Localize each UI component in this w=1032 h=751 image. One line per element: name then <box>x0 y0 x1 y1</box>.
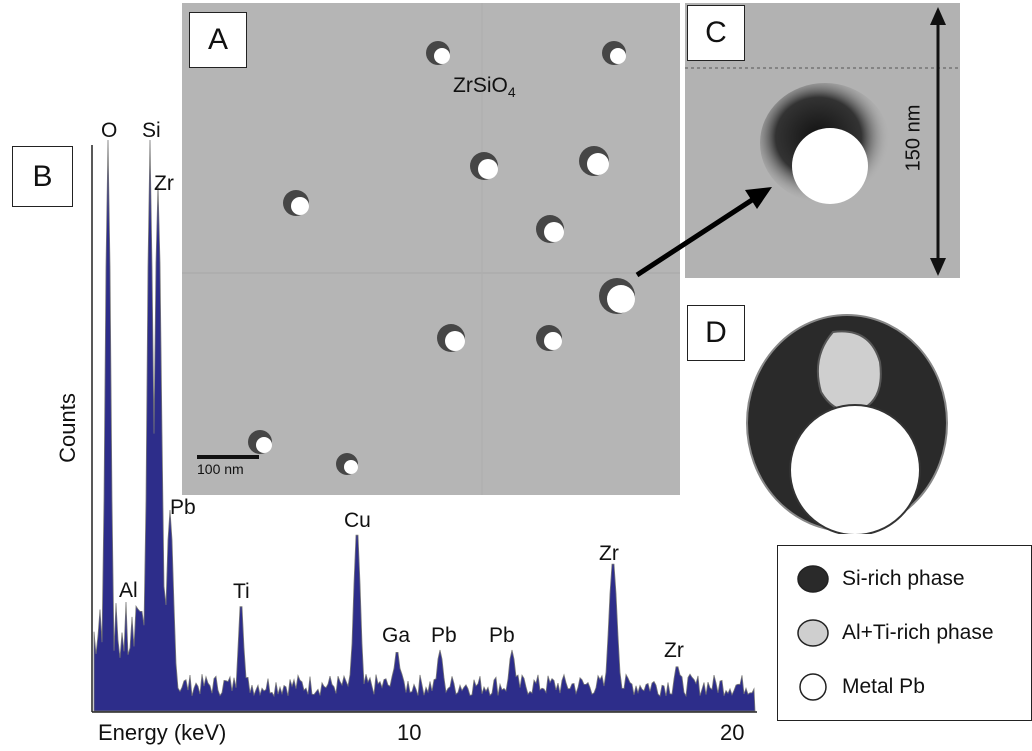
peak-label-ga: Ga <box>382 624 411 647</box>
legend-item-si-rich: Si-rich phase <box>796 564 965 594</box>
detail-scale-label: 150 nm <box>902 104 925 172</box>
particle <box>610 48 626 64</box>
particle <box>587 153 609 175</box>
peak-label-ti: Ti <box>233 580 250 603</box>
scale-bar-label: 100 nm <box>197 461 244 477</box>
panel-label-a: A <box>189 12 247 68</box>
panel-label-c: C <box>687 5 745 61</box>
scale-bar-line <box>197 455 259 459</box>
peak-label-pb3: Pb <box>489 624 515 647</box>
tem-micrograph <box>182 3 680 495</box>
peak-label-pb2: Pb <box>431 624 457 647</box>
y-axis-label: Counts <box>54 393 80 463</box>
peak-label-si: Si <box>142 119 161 142</box>
peak-label-zr3: Zr <box>664 639 684 662</box>
legend-label-al-ti-rich: Al+Ti-rich phase <box>842 621 994 644</box>
metal-pb-swatch-icon <box>799 673 827 701</box>
peak-label-o: O <box>101 119 118 142</box>
particle <box>544 222 564 242</box>
peak-label-zr2: Zr <box>599 542 619 565</box>
x-tick-10: 10 <box>397 720 422 745</box>
particle <box>544 332 562 350</box>
legend-label-si-rich: Si-rich phase <box>842 567 965 590</box>
particle <box>607 285 635 313</box>
phase-schematic <box>746 314 948 534</box>
x-axis-label: Energy (keV) <box>98 720 227 745</box>
al-ti-rich-region <box>816 330 882 413</box>
peak-label-pb1: Pb <box>170 496 196 519</box>
x-tick-20: 20 <box>720 720 745 745</box>
pb-core <box>792 128 868 204</box>
particle <box>344 460 358 474</box>
particle <box>478 159 498 179</box>
peak-label-al: Al <box>119 579 138 602</box>
panel-label-b: B <box>12 146 73 207</box>
legend-item-al-ti-rich: Al+Ti-rich phase <box>796 618 994 648</box>
si-rich-swatch-icon <box>797 565 829 593</box>
peak-label-cu: Cu <box>344 509 371 532</box>
legend-item-metal-pb: Metal Pb <box>796 672 925 702</box>
particle <box>445 331 465 351</box>
particle-group <box>248 41 635 475</box>
legend-label-metal-pb: Metal Pb <box>842 675 925 698</box>
metal-pb-region <box>789 404 921 534</box>
particle <box>291 197 309 215</box>
particle <box>434 48 450 64</box>
material-label: ZrSiO4 <box>453 74 516 101</box>
panel-label-d: D <box>687 305 745 361</box>
spectrum-trace <box>93 139 756 712</box>
phase-legend: Si-rich phase Al+Ti-rich phase Metal Pb <box>777 545 1032 721</box>
spectrum-area <box>93 139 756 712</box>
particle <box>256 437 272 453</box>
al-ti-rich-swatch-icon <box>797 619 829 647</box>
peak-label-zr1: Zr <box>154 172 174 195</box>
